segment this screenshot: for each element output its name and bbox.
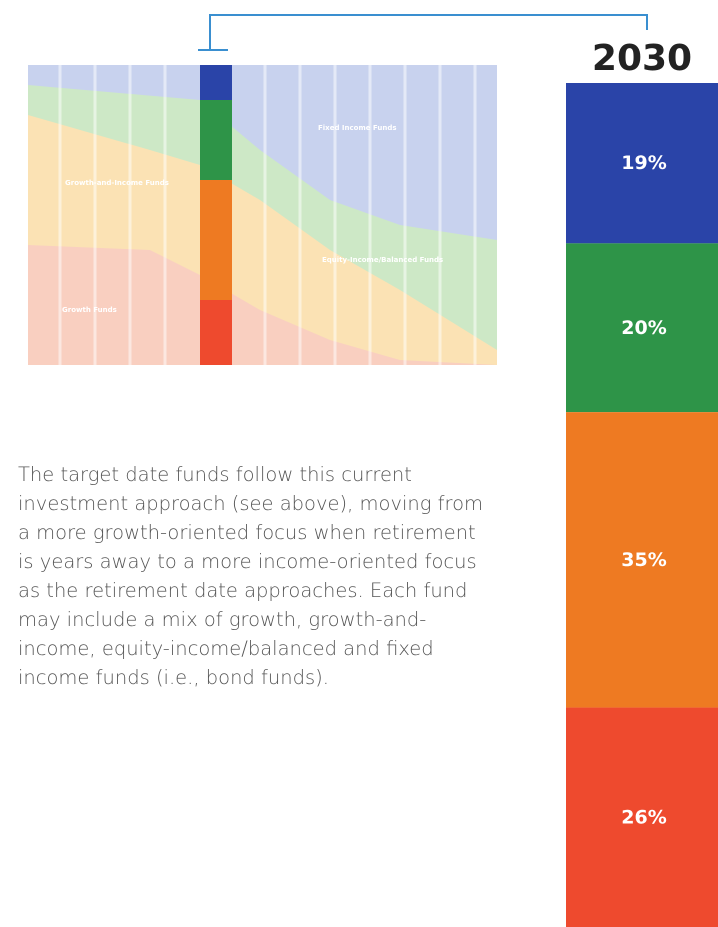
area-label: Equity-Income/Balanced Funds [322, 256, 443, 264]
value-label: 20% [621, 317, 666, 339]
bar-segment [566, 243, 718, 413]
area-label: Growth-and-Income Funds [65, 179, 169, 187]
value-label: 35% [621, 549, 666, 571]
stacked-bar: 19% 20% 35% 26% [566, 83, 718, 927]
bar-segment [566, 412, 718, 708]
text-line: may include a mix of growth, growth-and- [18, 608, 427, 631]
paragraph: The target date funds follow this curren… [18, 460, 548, 692]
text-line: as the retirement date approaches. Each … [18, 579, 468, 602]
highlight-blue [200, 65, 232, 100]
text-line: income funds (i.e., bond funds). [18, 666, 329, 689]
growth-area [28, 245, 497, 365]
bar-segment [566, 707, 718, 927]
bar-title: 2030 [592, 38, 692, 79]
text-line: a more growth-oriented focus when retire… [18, 521, 476, 544]
glide-path-chart: Fixed Income Funds Growth-and-Income Fun… [28, 65, 497, 365]
highlight-green [200, 100, 232, 180]
bar-segment [566, 83, 718, 244]
stripes [58, 65, 477, 365]
area-label: Growth Funds [62, 306, 117, 314]
text-line: is years away to a more income-oriented … [18, 550, 477, 573]
value-label: 26% [621, 806, 666, 828]
value-label: 19% [621, 152, 666, 174]
area-label: Fixed Income Funds [318, 124, 397, 132]
bracket [209, 14, 648, 50]
text-line: The target date funds follow this curren… [18, 463, 412, 486]
text-line: income, equity-income/balanced and fixed [18, 637, 434, 660]
text-line: investment approach (see above), moving … [18, 492, 484, 515]
highlight-orange [200, 180, 232, 300]
highlight-red [200, 300, 232, 365]
